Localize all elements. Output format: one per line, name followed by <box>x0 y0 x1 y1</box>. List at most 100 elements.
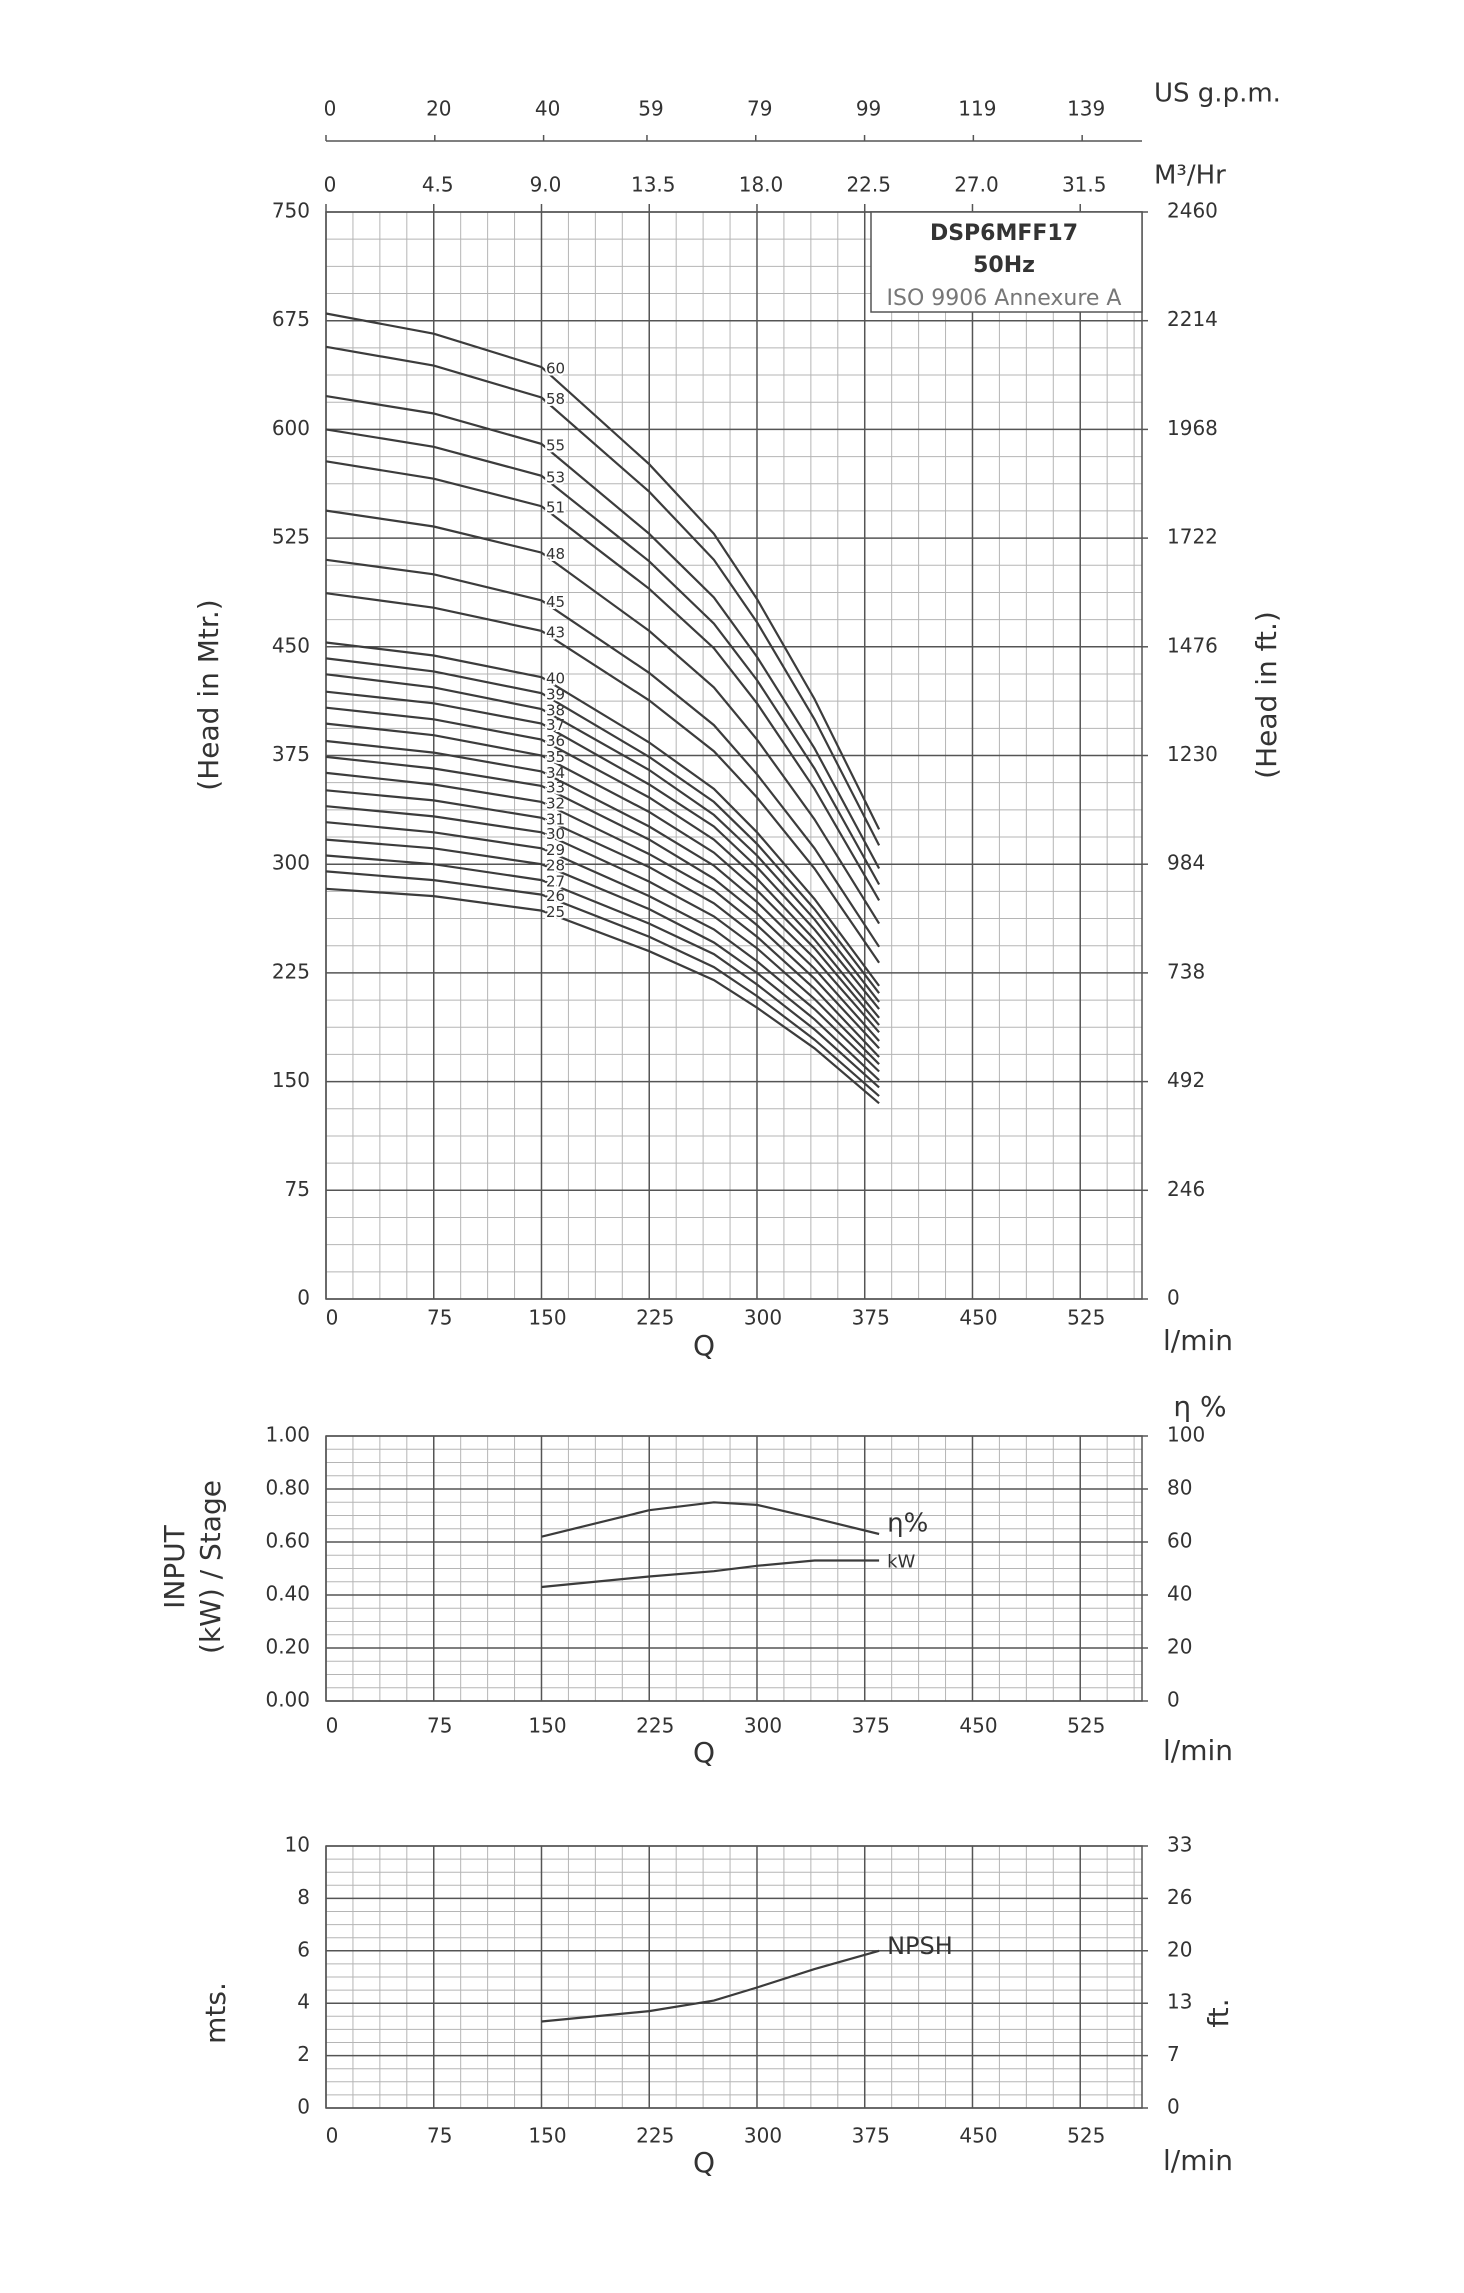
top-tick-label: 99 <box>856 97 881 121</box>
y-tick-label: 150 <box>272 1068 310 1092</box>
x-unit-label: l/min <box>1163 1324 1233 1357</box>
y2-tick-label: 60 <box>1167 1529 1192 1553</box>
series-line <box>325 755 880 1042</box>
title-box <box>870 211 1143 313</box>
plot-frame <box>325 1435 1143 1702</box>
series-label: 58 <box>546 390 565 408</box>
x-tick-label: 150 <box>528 2124 566 2148</box>
series-line <box>325 345 881 846</box>
x-tick-label: 0 <box>326 1306 339 1330</box>
y-tick-label: 2 <box>297 2042 310 2066</box>
chart-subtitle: 50Hz <box>973 253 1035 278</box>
series-line <box>325 854 880 1089</box>
series-label: 60 <box>546 360 565 378</box>
y2-tick-label: 492 <box>1167 1068 1205 1092</box>
x-tick-label: 450 <box>959 1306 997 1330</box>
series-label: 45 <box>546 593 565 611</box>
y2-tick-label: 246 <box>1167 1177 1205 1201</box>
y2-tick-label: 20 <box>1167 1937 1192 1961</box>
top-tick-label: 22.5 <box>846 173 891 197</box>
chart-title: DSP6MFF17 <box>930 221 1078 246</box>
series-label: 29 <box>546 841 565 859</box>
top-axis-label: M³/Hr <box>1154 161 1226 191</box>
series-line <box>325 509 881 925</box>
x-tick-label: 300 <box>744 1714 782 1738</box>
x-tick-label: 300 <box>744 1306 782 1330</box>
series-line <box>325 838 880 1082</box>
x-tick-label: 225 <box>636 2124 674 2148</box>
top-tick-label: 4.5 <box>422 173 454 197</box>
x-tick-label: 525 <box>1067 1714 1105 1738</box>
x-axis-label: Q <box>693 1329 715 1362</box>
x-tick-label: 450 <box>959 2124 997 2148</box>
y2-tick-label: 20 <box>1167 1635 1192 1659</box>
series-line <box>325 657 880 994</box>
series-line <box>541 1949 880 2023</box>
series-line <box>325 592 881 964</box>
series-label: NPSH <box>887 1932 953 1960</box>
series-label: 55 <box>546 436 565 454</box>
top-tick-label: 139 <box>1067 97 1105 121</box>
series-label: 26 <box>546 887 565 905</box>
series-label: 39 <box>546 686 565 704</box>
x-tick-label: 300 <box>744 2124 782 2148</box>
x-tick-label: 75 <box>427 1714 452 1738</box>
series-line <box>325 673 880 1003</box>
series-line <box>325 789 880 1058</box>
top-tick-label: 13.5 <box>631 173 676 197</box>
y-tick-label: 4 <box>297 1990 310 2014</box>
y2-axis-label: ft. <box>1202 1998 1235 2027</box>
series-line <box>325 821 880 1073</box>
x-tick-label: 450 <box>959 1714 997 1738</box>
y-tick-label: 10 <box>285 1833 310 1857</box>
top-tick-label: 0 <box>324 97 337 121</box>
series-line <box>541 1559 880 1589</box>
top-tick-label: 119 <box>958 97 996 121</box>
y-axis-label: mts. <box>199 1982 232 2044</box>
top-tick-label: 0 <box>324 173 337 197</box>
series-line <box>325 887 880 1105</box>
y-axis-label: INPUT <box>158 1524 191 1609</box>
y-tick-label: 675 <box>272 307 310 331</box>
x-tick-label: 375 <box>852 2124 890 2148</box>
y2-tick-label: 1722 <box>1167 525 1218 549</box>
y2-tick-label: 1968 <box>1167 416 1218 440</box>
series-label: 51 <box>546 499 565 517</box>
y-tick-label: 0.60 <box>265 1529 310 1553</box>
y2-tick-label: 2460 <box>1167 199 1218 223</box>
x-axis-label: Q <box>693 2146 715 2179</box>
top-tick-label: 59 <box>638 97 663 121</box>
series-line <box>325 428 881 886</box>
top-tick-label: 27.0 <box>954 173 999 197</box>
series-line <box>325 870 880 1097</box>
annotation: ISO 9906 Annexure A <box>887 286 1122 311</box>
series-label: 27 <box>546 873 565 891</box>
series-label: 35 <box>546 748 565 766</box>
y2-tick-label: 0 <box>1167 2095 1180 2119</box>
series-label: 53 <box>546 468 565 486</box>
y2-tick-label: 13 <box>1167 1990 1192 2014</box>
top-axis-label: US g.p.m. <box>1154 79 1281 109</box>
y-tick-label: 750 <box>272 199 310 223</box>
y2-tick-label: 2214 <box>1167 307 1218 331</box>
y2-tick-label: 33 <box>1167 1833 1192 1857</box>
y2-tick-label: 80 <box>1167 1476 1192 1500</box>
series-line <box>325 805 880 1065</box>
series-label: 48 <box>546 545 565 563</box>
top-tick-label: 31.5 <box>1062 173 1107 197</box>
y2-tick-label: 1476 <box>1167 633 1218 657</box>
series-label: η% <box>887 1509 928 1539</box>
x-tick-label: 525 <box>1067 1306 1105 1330</box>
x-tick-label: 525 <box>1067 2124 1105 2148</box>
y2-tick-label: 1230 <box>1167 742 1218 766</box>
y-tick-label: 0.40 <box>265 1582 310 1606</box>
top-tick-label: 20 <box>426 97 451 121</box>
y2-tick-label: 26 <box>1167 1885 1192 1909</box>
series-line <box>325 739 880 1034</box>
top-tick-label: 18.0 <box>739 173 784 197</box>
y-tick-label: 525 <box>272 525 310 549</box>
series-line <box>325 722 880 1026</box>
y2-tick-label: 984 <box>1167 851 1205 875</box>
y-tick-label: 0.00 <box>265 1688 310 1712</box>
series-label: 30 <box>546 825 565 843</box>
